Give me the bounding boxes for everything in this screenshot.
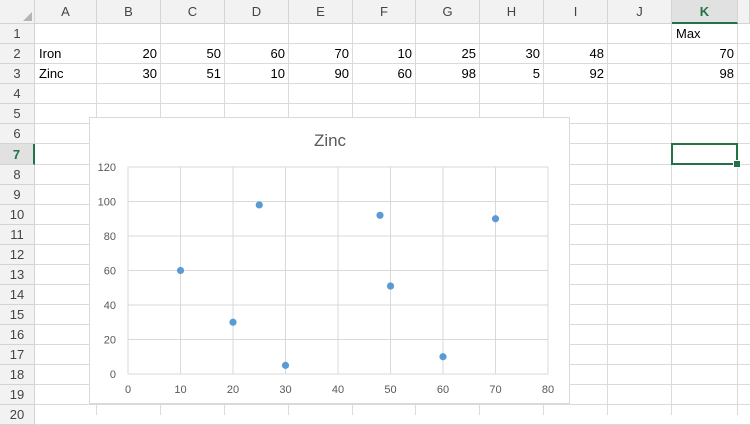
active-cell-k7[interactable]: [671, 143, 738, 165]
cell-f2[interactable]: 10: [397, 46, 412, 61]
row-header-8[interactable]: 8: [0, 165, 35, 185]
data-point[interactable]: [386, 282, 395, 290]
x-tick-label: 20: [227, 384, 239, 396]
row-header-3[interactable]: 3: [0, 64, 35, 84]
row-header-15[interactable]: 15: [0, 305, 35, 325]
data-point[interactable]: [376, 211, 384, 219]
column-header-j[interactable]: J: [608, 0, 672, 24]
column-header-c[interactable]: C: [161, 0, 225, 24]
cell-c2[interactable]: 50: [206, 46, 221, 61]
row-gridline: [35, 43, 750, 44]
cell-a3[interactable]: Zinc: [39, 66, 64, 81]
row-gridline: [35, 103, 750, 104]
column-header-k[interactable]: K: [672, 0, 738, 24]
column-gridline: [607, 24, 608, 415]
select-all-triangle-icon: [23, 12, 32, 21]
row-header-6[interactable]: 6: [0, 124, 35, 144]
row-header-14[interactable]: 14: [0, 285, 35, 305]
x-tick-label: 40: [332, 384, 344, 396]
row-header-20[interactable]: 20: [0, 405, 35, 425]
x-tick-label: 10: [174, 384, 186, 396]
x-tick-label: 0: [125, 384, 131, 396]
data-point[interactable]: [439, 353, 447, 361]
fill-handle[interactable]: [733, 160, 741, 168]
y-tick-label: 100: [98, 197, 116, 209]
column-header-h[interactable]: H: [480, 0, 544, 24]
cell-e2[interactable]: 70: [334, 46, 349, 61]
cell-k3[interactable]: 98: [719, 66, 734, 81]
cell-h3[interactable]: 5: [532, 66, 540, 81]
row-header-12[interactable]: 12: [0, 245, 35, 265]
column-header-d[interactable]: D: [225, 0, 289, 24]
chart-title: Zinc: [314, 131, 347, 150]
row-header-10[interactable]: 10: [0, 205, 35, 225]
cell-g3[interactable]: 98: [461, 66, 476, 81]
cell-k1[interactable]: Max: [676, 26, 701, 41]
y-tick-label: 80: [104, 231, 116, 243]
row-header-1[interactable]: 1: [0, 24, 35, 44]
row-header-7[interactable]: 7: [0, 144, 35, 165]
y-tick-label: 40: [104, 300, 116, 312]
cell-k2[interactable]: 70: [719, 46, 734, 61]
cell-g2[interactable]: 25: [461, 46, 476, 61]
row-gridline: [35, 63, 750, 64]
x-tick-label: 70: [489, 384, 501, 396]
y-tick-label: 120: [98, 162, 116, 174]
data-point[interactable]: [176, 266, 185, 275]
data-point[interactable]: [229, 318, 237, 326]
x-tick-label: 30: [279, 384, 291, 396]
row-header-2[interactable]: 2: [0, 44, 35, 64]
y-tick-label: 20: [104, 335, 116, 347]
data-point[interactable]: [281, 361, 290, 369]
column-gridline: [671, 24, 672, 415]
column-gridline: [737, 24, 738, 415]
column-header-g[interactable]: G: [416, 0, 480, 24]
column-header-a[interactable]: A: [35, 0, 97, 24]
cell-d2[interactable]: 60: [270, 46, 285, 61]
cell-i2[interactable]: 48: [589, 46, 604, 61]
x-tick-label: 50: [384, 384, 396, 396]
cell-b3[interactable]: 30: [142, 66, 157, 81]
data-point[interactable]: [255, 201, 263, 209]
cell-f3[interactable]: 60: [397, 66, 412, 81]
row-header-17[interactable]: 17: [0, 345, 35, 365]
cell-d3[interactable]: 10: [270, 66, 285, 81]
column-header-b[interactable]: B: [97, 0, 161, 24]
chart-svg: 0 10 20 30 40 50 60 70 80 0 20 40 60 80 100 120 Zinc: [98, 131, 554, 396]
row-header-11[interactable]: 11: [0, 225, 35, 245]
y-tick-label: 0: [110, 369, 116, 381]
data-point[interactable]: [491, 215, 500, 223]
cell-h2[interactable]: 30: [525, 46, 540, 61]
chart-points: [176, 201, 500, 369]
column-header-partial[interactable]: [738, 0, 750, 24]
chart-gridlines: [127, 166, 549, 375]
x-tick-label: 80: [542, 384, 554, 396]
row-header-4[interactable]: 4: [0, 84, 35, 104]
y-tick-label: 60: [104, 266, 116, 278]
row-header-18[interactable]: 18: [0, 365, 35, 385]
x-tick-label: 60: [437, 384, 449, 396]
select-all-corner[interactable]: [0, 0, 35, 24]
cell-b2[interactable]: 20: [142, 46, 157, 61]
row-header-13[interactable]: 13: [0, 265, 35, 285]
cell-i3[interactable]: 92: [589, 66, 604, 81]
cell-e3[interactable]: 90: [334, 66, 349, 81]
column-header-i[interactable]: I: [544, 0, 608, 24]
row-header-5[interactable]: 5: [0, 104, 35, 124]
chart-tick-labels: 0 10 20 30 40 50 60 70 80 0 20 40 60 80 100 120: [98, 162, 554, 396]
row-header-19[interactable]: 19: [0, 385, 35, 405]
row-header-16[interactable]: 16: [0, 325, 35, 345]
cell-a2[interactable]: Iron: [39, 46, 62, 61]
row-gridline: [35, 404, 750, 405]
column-header-f[interactable]: F: [353, 0, 416, 24]
row-gridline: [35, 83, 750, 84]
chart-object[interactable]: 0 10 20 30 40 50 60 70 80 0 20 40 60 80 100 120 Zinc: [89, 117, 570, 404]
row-header-9[interactable]: 9: [0, 185, 35, 205]
column-header-e[interactable]: E: [289, 0, 353, 24]
cell-c3[interactable]: 51: [206, 66, 221, 81]
